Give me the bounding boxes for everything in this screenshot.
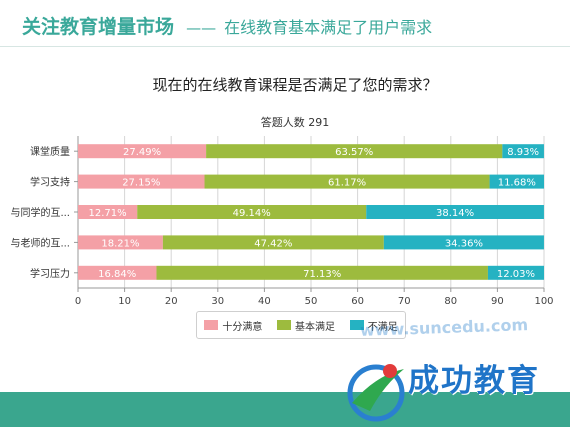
legend-swatch-not-enough bbox=[349, 320, 364, 330]
data-label: 61.17% bbox=[328, 178, 366, 189]
x-tick-label: 80 bbox=[444, 296, 457, 307]
x-tick-label: 10 bbox=[118, 296, 131, 307]
x-tick-label: 100 bbox=[534, 296, 553, 307]
page-title: 关注教育增量市场 —— 在线教育基本满足了用户需求 bbox=[22, 12, 432, 39]
data-label: 18.21% bbox=[101, 238, 139, 249]
bar-segment bbox=[78, 265, 157, 280]
bar-segment bbox=[137, 205, 367, 219]
legend-swatch-satisfied bbox=[204, 320, 219, 330]
data-label: 63.57% bbox=[335, 147, 373, 158]
chart-subtitle: 答题人数 291 bbox=[260, 116, 330, 129]
legend-label-basic: 基本满足 bbox=[294, 321, 335, 333]
legend-item-basic: 基本满足 bbox=[276, 318, 335, 333]
data-label: 8.93% bbox=[507, 147, 539, 158]
data-label: 27.15% bbox=[122, 178, 160, 189]
bar-segment bbox=[78, 174, 205, 189]
bar-segment bbox=[383, 235, 544, 250]
data-label: 12.03% bbox=[497, 269, 535, 280]
data-label: 47.42% bbox=[254, 238, 292, 249]
data-label: 71.13% bbox=[303, 269, 341, 280]
bar-segment bbox=[156, 265, 488, 280]
bar-segment bbox=[489, 174, 544, 189]
legend-swatch-basic bbox=[276, 320, 291, 330]
category-label: 学习支持 bbox=[30, 176, 70, 189]
bar-segment bbox=[206, 144, 503, 159]
bar-segment bbox=[366, 205, 544, 219]
category-label: 学习压力 bbox=[30, 267, 70, 280]
legend-item-satisfied: 十分满意 bbox=[204, 318, 262, 333]
data-label: 34.36% bbox=[445, 238, 483, 249]
x-tick-label: 90 bbox=[491, 296, 504, 307]
x-tick-label: 20 bbox=[165, 296, 178, 307]
category-label: 课堂质量 bbox=[30, 146, 70, 158]
x-tick-label: 70 bbox=[398, 296, 411, 307]
page-subtitle: 在线教育基本满足了用户需求 bbox=[224, 18, 433, 37]
legend-label-satisfied: 十分满意 bbox=[222, 321, 263, 333]
x-tick-label: 40 bbox=[258, 296, 271, 307]
brand-logo: 成功教育 bbox=[340, 355, 570, 427]
bar-segment bbox=[78, 235, 163, 250]
bar-segment bbox=[487, 265, 544, 280]
logo-text: 成功教育 bbox=[408, 363, 540, 399]
chart-title: 现在的在线教育课程是否满足了您的需求？ bbox=[152, 76, 438, 94]
x-tick-label: 60 bbox=[351, 296, 364, 307]
page-header: 关注教育增量市场 —— 在线教育基本满足了用户需求 bbox=[0, 0, 570, 52]
data-label: 12.71% bbox=[89, 208, 127, 219]
legend-item-not-enough: 不满足 bbox=[349, 318, 398, 333]
footer-bar bbox=[0, 392, 570, 427]
bar-segment bbox=[162, 235, 384, 250]
data-label: 16.84% bbox=[98, 269, 136, 280]
title-separator: —— bbox=[186, 19, 217, 37]
category-label: 与老师的互... bbox=[10, 236, 70, 249]
x-tick-label: 50 bbox=[305, 296, 318, 307]
data-label: 27.49% bbox=[123, 147, 161, 158]
x-tick-label: 30 bbox=[211, 296, 224, 307]
header-divider bbox=[0, 46, 570, 47]
category-label: 与同学的互... bbox=[10, 206, 70, 219]
logo-mark-icon bbox=[347, 364, 405, 422]
bar-segment bbox=[78, 205, 138, 219]
bar-segment bbox=[204, 174, 490, 189]
x-tick-label: 0 bbox=[75, 296, 81, 307]
data-label: 11.68% bbox=[498, 178, 536, 189]
legend-label-not-enough: 不满足 bbox=[367, 321, 398, 333]
bar-segment bbox=[502, 144, 544, 159]
data-label: 49.14% bbox=[233, 208, 271, 219]
data-label: 38.14% bbox=[436, 208, 474, 219]
chart-legend: 十分满意 基本满足 不满足 bbox=[196, 311, 406, 339]
bar-segment bbox=[78, 144, 207, 159]
page-title-main: 关注教育增量市场 bbox=[22, 16, 175, 38]
